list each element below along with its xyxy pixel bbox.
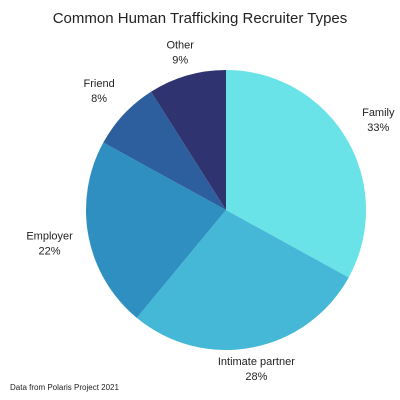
slice-value-label: 8% [91, 93, 107, 105]
source-note: Data from Polaris Project 2021 [10, 383, 119, 392]
chart-title: Common Human Trafficking Recruiter Types [53, 10, 348, 27]
pie-slice [136, 210, 349, 350]
slice-label: Employer [26, 231, 73, 243]
pie-slice [226, 70, 366, 278]
slice-label: Friend [84, 78, 115, 90]
slice-label: Family [362, 107, 395, 119]
slice-value-label: 28% [245, 371, 267, 383]
slice-label: Other [166, 39, 194, 51]
slice-value-label: 9% [172, 54, 188, 66]
slice-value-label: 22% [39, 246, 61, 258]
pie-slice [86, 142, 226, 318]
pie-slice [103, 91, 226, 210]
slice-value-label: 33% [367, 122, 389, 134]
slice-label: Intimate partner [218, 356, 295, 368]
pie-slice [150, 70, 226, 210]
